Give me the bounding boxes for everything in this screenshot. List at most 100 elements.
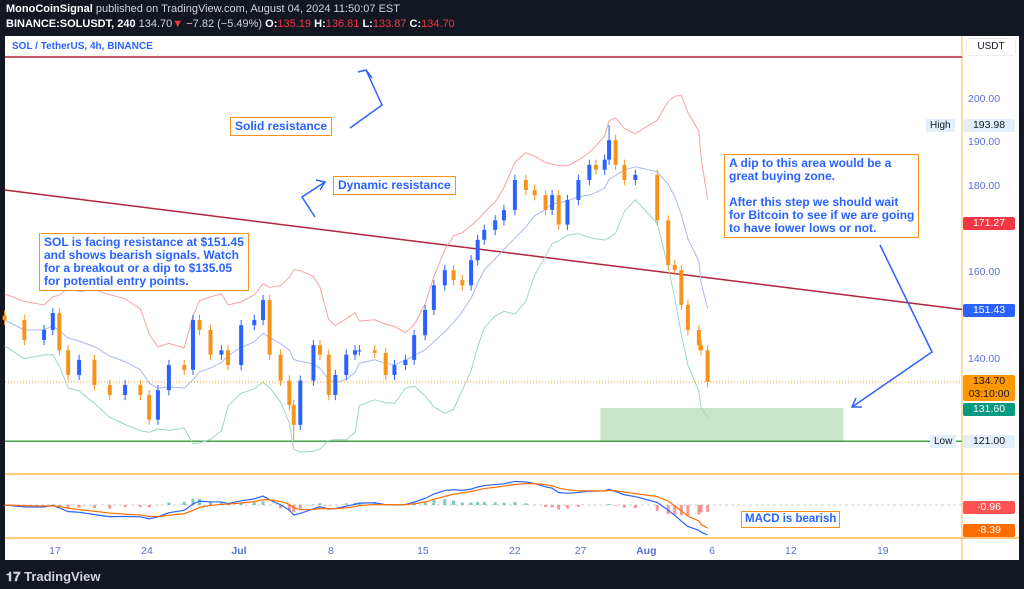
candle-body (442, 270, 447, 286)
bb-lower-band (4, 199, 709, 453)
time-tick-label: 8 (328, 545, 334, 557)
macd-histogram-bar (57, 505, 61, 507)
candle-body (166, 365, 171, 391)
macd-histogram-bar (482, 501, 486, 505)
arrowhead-icon (850, 397, 862, 408)
macd-histogram-bar (524, 503, 528, 505)
macd-histogram-bar (655, 505, 659, 511)
note-buying-zone[interactable]: A dip to this area would be a great buyi… (724, 154, 920, 238)
candle-body (699, 345, 704, 351)
author: MonoCoinSignal (6, 3, 93, 15)
candle-body (261, 300, 266, 320)
macd-value-badge: -8.39 (963, 524, 1015, 537)
macd-histogram-bar (298, 505, 302, 509)
candle-body (311, 345, 316, 381)
dynamic-resistance-trendline (4, 189, 963, 311)
macd-histogram-bar (432, 499, 436, 505)
candle-body (333, 375, 338, 395)
candle-body (556, 195, 561, 225)
macd-histogram-bar (123, 505, 127, 508)
candle-body (392, 365, 397, 376)
dynamic-resistance-arrow (300, 181, 326, 218)
macd-histogram-bar (679, 505, 683, 516)
candle-body (147, 394, 152, 420)
macd-histogram-bar (357, 502, 361, 505)
candle-body (123, 384, 128, 395)
close-value-label: C: (409, 18, 422, 30)
logo-text: TradingView (24, 569, 101, 584)
candle-body (267, 300, 272, 355)
low-badge: 121.00 (963, 435, 1015, 448)
bb-lower-badge: 131.60 (963, 403, 1015, 416)
candle-body (482, 229, 487, 240)
candle-body (423, 310, 428, 336)
candle-body (42, 329, 47, 340)
time-tick-label: 24 (141, 545, 153, 557)
candle-body (532, 189, 537, 196)
candle-body (138, 384, 143, 395)
candle-body (353, 350, 358, 355)
candle-body (50, 313, 55, 330)
note-dynamic-resistance[interactable]: Dynamic resistance (333, 176, 456, 195)
price-tick-label: 190.00 (968, 136, 1001, 149)
buy-zone-arrow (851, 244, 933, 408)
macd-histogram-bar (252, 502, 256, 505)
candle-body (344, 354, 349, 376)
candle-body (451, 270, 456, 281)
candle-body (107, 384, 112, 395)
candle-body (190, 319, 195, 370)
candle-body (565, 199, 570, 225)
time-tick-label: Jul (231, 545, 247, 557)
candle-body (278, 354, 283, 381)
macd-histogram-bar (344, 503, 348, 505)
macd-signal-line (4, 483, 708, 529)
trendline-badge: 151.43 (963, 304, 1015, 317)
tradingview-logo[interactable]: 𝟏𝟕 TradingView (6, 569, 100, 585)
published-text: published on TradingView.com, August 04,… (95, 3, 400, 15)
macd-histogram-bar (66, 505, 70, 509)
macd-histogram-bar (673, 505, 677, 515)
candle-body (613, 140, 618, 165)
note-sol-resistance[interactable]: SOL is facing resistance at $151.45 and … (39, 233, 249, 291)
candle-body (679, 270, 684, 305)
candle-body (22, 319, 27, 340)
macd-histogram-bar (544, 505, 548, 508)
macd-histogram-bar (513, 501, 517, 505)
candle-body (705, 350, 710, 382)
chart-title: SOL / TetherUS, 4h, BINANCE (12, 41, 153, 52)
candle-body (550, 195, 555, 210)
time-tick-label: 27 (574, 545, 587, 557)
macd-histogram-bar (108, 505, 112, 509)
macd-histogram-bar (318, 503, 322, 505)
candle-body (182, 365, 187, 370)
high-tag: High (926, 119, 955, 132)
macd-histogram-bar (92, 505, 96, 509)
macd-histogram-bar (576, 505, 580, 507)
price-tick-label: 160.00 (968, 266, 1001, 279)
currency-button[interactable]: USDT (966, 38, 1016, 56)
down-arrow-icon: ▼ (172, 18, 184, 30)
candle-body (57, 313, 62, 351)
macd-histogram-bar (138, 505, 142, 507)
time-tick-label: 19 (876, 545, 889, 557)
candle-body (291, 404, 296, 425)
macd-histogram-bar (686, 505, 690, 516)
candle-body (460, 280, 465, 286)
arrowhead-icon (315, 179, 327, 191)
candle-body (543, 195, 548, 210)
macd-histogram-bar (208, 501, 212, 505)
chart-panel[interactable] (5, 36, 1019, 560)
price-tick-label: 140.00 (968, 352, 1001, 365)
candle-body (298, 380, 303, 425)
macd-histogram-bar (550, 505, 554, 508)
low-value: 133.87 (372, 18, 407, 30)
macd-histogram-bar (182, 501, 186, 505)
note-macd-bearish[interactable]: MACD is bearish (741, 511, 841, 528)
note-solid-resistance[interactable]: Solid resistance (230, 117, 333, 136)
candle-body (412, 335, 417, 360)
candle-body (607, 140, 612, 160)
symbol: BINANCE:SOLUSDT, 240 (6, 18, 136, 30)
time-tick-label: 22 (509, 545, 521, 557)
buy-zone (600, 407, 844, 442)
